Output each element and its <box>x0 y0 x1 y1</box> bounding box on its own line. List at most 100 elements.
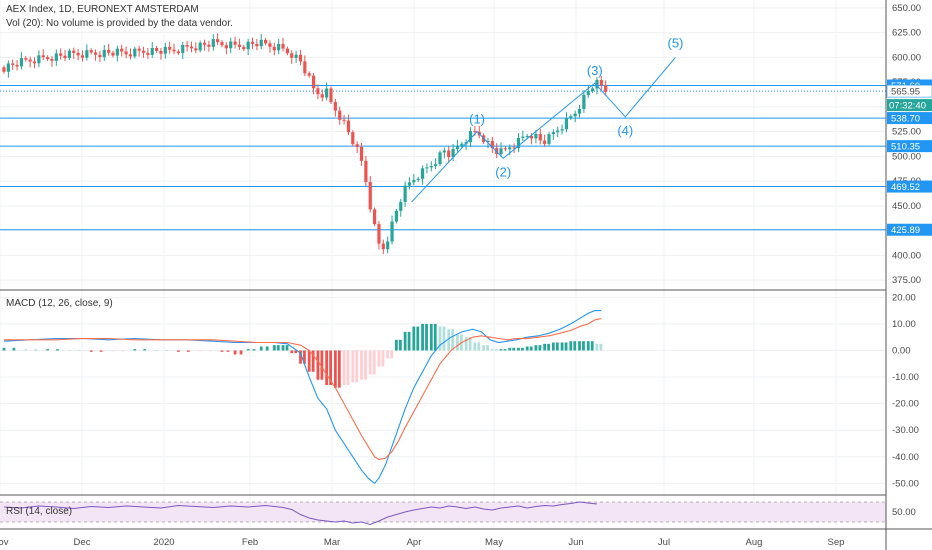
candle-body <box>381 243 385 250</box>
x-tick-label: Apr <box>407 537 422 548</box>
macd-histogram-bar <box>77 349 81 351</box>
macd-histogram-bar <box>290 350 294 354</box>
candle-body <box>438 152 442 165</box>
macd-histogram-bar <box>220 350 224 352</box>
macd-pane <box>2 310 603 485</box>
macd-histogram-bar <box>442 326 446 351</box>
candle-body <box>394 210 398 222</box>
candle-body <box>155 48 159 51</box>
elliott-wave-label: (5) <box>667 35 683 50</box>
macd-histogram-bar <box>121 350 125 352</box>
candle-body <box>89 50 93 53</box>
candle-body <box>377 224 381 244</box>
macd-histogram-bar <box>398 339 402 351</box>
macd-histogram-bar <box>333 350 337 388</box>
last-price-tag <box>886 84 932 98</box>
macd-histogram-bar <box>299 350 302 364</box>
macd-histogram-bar <box>165 349 168 351</box>
macd-histogram-bar <box>143 349 147 351</box>
candle-body <box>6 63 10 72</box>
rsi-line <box>3 501 598 526</box>
level-tag <box>887 180 932 193</box>
candle-body <box>189 46 194 49</box>
x-tick-label: May <box>485 537 503 548</box>
elliott-wave-label: (4) <box>617 123 633 138</box>
candle-body <box>268 43 272 47</box>
candle-body <box>368 182 372 210</box>
candle-body <box>364 160 368 183</box>
candle-body <box>2 67 6 72</box>
macd-histogram-bar <box>429 323 433 351</box>
candle-body <box>333 102 337 111</box>
candle-body <box>163 46 167 54</box>
macd-line <box>3 310 602 485</box>
level-tag-label: 469.52 <box>891 182 920 193</box>
macd-histogram-bar <box>486 345 489 351</box>
macd-histogram-bar <box>582 341 585 351</box>
candle-body <box>434 164 438 167</box>
candle-body <box>194 48 198 51</box>
candle-body <box>447 150 451 158</box>
macd-histogram-bar <box>403 331 407 351</box>
macd-histogram-bar <box>473 342 477 351</box>
macd-histogram-bar <box>586 341 590 351</box>
x-tick-label: Feb <box>242 537 258 548</box>
macd-histogram-bar <box>578 341 581 351</box>
candle-body <box>503 148 507 150</box>
candle-body <box>534 133 538 139</box>
candle-body <box>290 53 294 58</box>
candle-body <box>311 75 316 89</box>
price-tick-label: 625.00 <box>892 28 921 39</box>
macd-histogram-bar <box>547 343 551 351</box>
candle-body <box>224 45 228 49</box>
elliott-wave-path <box>411 57 676 203</box>
macd-histogram-bar <box>390 350 394 359</box>
candle-body <box>521 136 525 138</box>
macd-histogram-bar <box>316 350 320 380</box>
macd-histogram-bar <box>259 346 263 351</box>
candle-body <box>320 94 324 98</box>
macd-histogram-bar <box>599 343 603 351</box>
candle-body <box>569 116 573 119</box>
macd-histogram-bar <box>590 341 594 351</box>
candle-body <box>529 136 534 139</box>
candle-body <box>298 54 303 62</box>
candle-body <box>32 61 37 64</box>
candle-body <box>451 148 455 158</box>
candle-body <box>41 55 45 58</box>
x-tick-label: Dec <box>74 537 91 548</box>
macd-tick-label: -10.00 <box>892 372 919 383</box>
candle-body <box>582 94 586 110</box>
volume-note: Vol (20): No volume is provided by the d… <box>6 18 233 29</box>
macd-histogram-bar <box>529 346 533 351</box>
candle-body <box>599 80 603 86</box>
candle-body <box>46 57 50 60</box>
candle-body <box>468 131 473 143</box>
macd-histogram-bar <box>99 350 103 352</box>
candle-body <box>150 48 154 55</box>
candle-body <box>281 43 285 49</box>
horizontal-levels <box>0 85 886 231</box>
candle-body <box>386 241 390 250</box>
x-tick-label: Mar <box>324 537 340 548</box>
countdown-label: 07:32:40 <box>889 101 926 112</box>
macd-histogram-bar <box>468 337 472 351</box>
candle-body <box>50 59 54 61</box>
candle-body <box>63 55 67 59</box>
macd-histogram-bar <box>360 350 363 380</box>
candle-body <box>11 63 15 65</box>
elliott-wave-label: (3) <box>587 63 603 78</box>
macd-histogram-bar <box>311 350 315 372</box>
candle-body <box>486 140 490 143</box>
macd-histogram-bar <box>372 350 376 375</box>
candle-body <box>490 140 494 149</box>
macd-histogram-bar <box>543 343 547 351</box>
candle-body <box>15 64 19 67</box>
candle-body <box>560 129 564 131</box>
candle-body <box>390 221 394 242</box>
macd-histogram-bar <box>503 349 507 351</box>
macd-histogram-bar <box>477 342 481 351</box>
candle-body <box>272 46 276 51</box>
candle-body <box>499 148 503 155</box>
macd-label: MACD (12, 26, close, 9) <box>6 298 113 309</box>
